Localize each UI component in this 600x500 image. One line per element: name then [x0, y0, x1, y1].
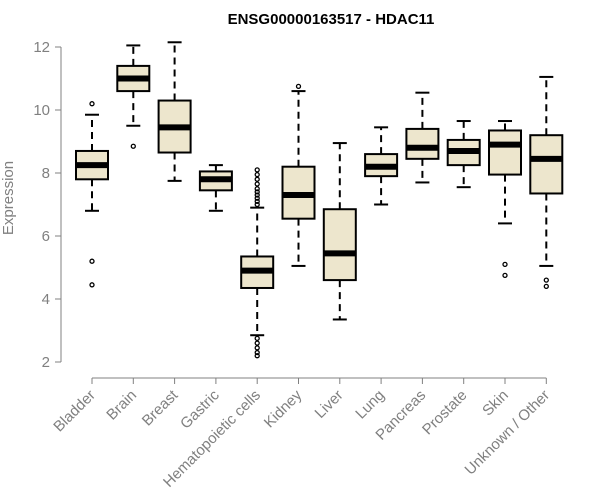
box-group — [198, 164, 233, 212]
outlier-point — [254, 340, 260, 346]
outlier-point — [502, 272, 508, 279]
outlier-point — [89, 258, 95, 264]
outlier-point — [295, 83, 302, 90]
outlier-point — [254, 181, 260, 187]
outlier-point — [543, 283, 549, 290]
x-tick-label: Brain — [103, 387, 140, 424]
box-iqr — [405, 127, 440, 160]
y-tick-label: 6 — [42, 228, 50, 245]
box-iqr — [322, 208, 357, 282]
outlier-point — [254, 186, 260, 192]
box-group — [322, 142, 357, 321]
box-group — [529, 75, 564, 290]
box-group — [281, 83, 316, 267]
box-group — [75, 101, 109, 288]
outlier-point — [543, 277, 549, 283]
x-tick-label: Skin — [479, 387, 512, 420]
y-tick-label: 4 — [42, 291, 50, 308]
outlier-point — [254, 192, 260, 198]
x-tick-label: Bladder — [50, 387, 99, 436]
x-tick-label: Lung — [352, 387, 388, 423]
outlier-point — [254, 189, 260, 195]
box-group — [364, 126, 399, 206]
boxes-layer — [75, 41, 564, 359]
outlier-point — [254, 353, 260, 359]
outlier-point — [130, 143, 136, 149]
y-axis-title: Expression — [0, 161, 17, 235]
x-tick-label: Prostate — [419, 387, 471, 439]
outlier-point — [254, 349, 260, 356]
outlier-point — [502, 261, 508, 268]
box-group — [240, 167, 275, 359]
y-axis: 2 4 6 8 10 12 — [33, 39, 62, 371]
y-tick-label: 8 — [42, 165, 50, 182]
outlier-point — [254, 171, 260, 178]
x-tick-label: Breast — [139, 386, 182, 429]
box-group — [157, 41, 192, 182]
chart-title: ENSG00000163517 - HDAC11 — [228, 11, 435, 28]
outlier-point — [254, 198, 260, 205]
box-group — [446, 120, 481, 189]
y-tick-label: 2 — [42, 354, 50, 371]
x-tick-label: Kidney — [261, 386, 306, 431]
outlier-point — [89, 282, 95, 288]
outlier-point — [254, 176, 260, 182]
outlier-point — [254, 201, 260, 208]
x-tick-label: Liver — [312, 387, 347, 422]
outlier-point — [254, 195, 260, 201]
box-group — [405, 91, 440, 184]
box-group — [116, 44, 151, 149]
box-group — [488, 120, 522, 279]
y-tick-label: 12 — [33, 39, 50, 56]
box-iqr — [529, 134, 564, 195]
box-iqr — [488, 129, 522, 176]
outlier-point — [254, 335, 260, 342]
y-tick-label: 10 — [33, 102, 50, 119]
outlier-point — [254, 345, 260, 351]
outlier-point — [254, 167, 260, 173]
outlier-point — [89, 101, 95, 107]
